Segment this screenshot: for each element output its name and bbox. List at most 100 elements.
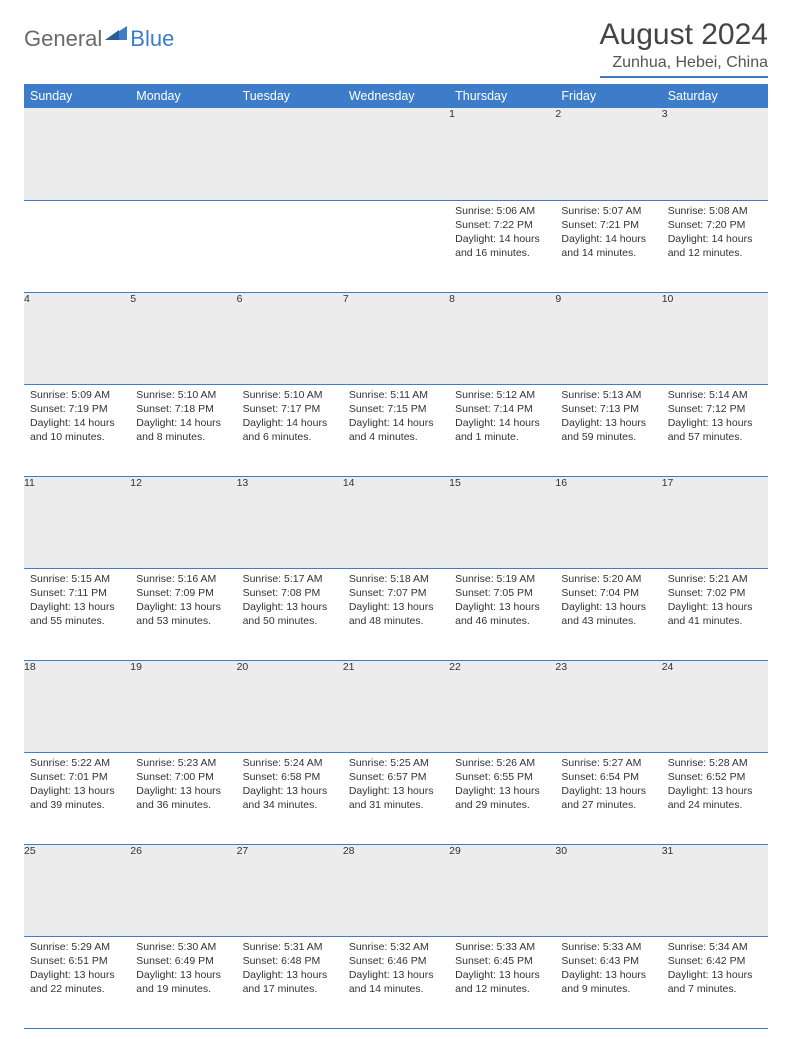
- weekday-wednesday: Wednesday: [343, 84, 449, 108]
- daylight-text: Daylight: 13 hours and 7 minutes.: [668, 968, 762, 996]
- sunset-text: Sunset: 6:46 PM: [349, 954, 443, 968]
- day-number-cell: 29: [449, 844, 555, 936]
- weekday-tuesday: Tuesday: [237, 84, 343, 108]
- sunrise-text: Sunrise: 5:23 AM: [136, 756, 230, 770]
- calendar-body: 123 Sunrise: 5:06 AMSunset: 7:22 PMDayli…: [24, 108, 768, 1028]
- day-number-cell: 16: [555, 476, 661, 568]
- sunrise-text: Sunrise: 5:19 AM: [455, 572, 549, 586]
- sunset-text: Sunset: 7:19 PM: [30, 402, 124, 416]
- day-number-cell: 21: [343, 660, 449, 752]
- sunset-text: Sunset: 7:00 PM: [136, 770, 230, 784]
- day-number-cell: 13: [237, 476, 343, 568]
- title-block: August 2024 Zunhua, Hebei, China: [600, 18, 768, 78]
- daylight-text: Daylight: 13 hours and 41 minutes.: [668, 600, 762, 628]
- day-body-row: Sunrise: 5:06 AMSunset: 7:22 PMDaylight:…: [24, 200, 768, 292]
- day-body-cell: Sunrise: 5:29 AMSunset: 6:51 PMDaylight:…: [24, 936, 130, 1028]
- sunrise-text: Sunrise: 5:20 AM: [561, 572, 655, 586]
- sunset-text: Sunset: 6:45 PM: [455, 954, 549, 968]
- sunset-text: Sunset: 6:54 PM: [561, 770, 655, 784]
- day-number-cell: 8: [449, 292, 555, 384]
- sunrise-text: Sunrise: 5:25 AM: [349, 756, 443, 770]
- day-body-row: Sunrise: 5:15 AMSunset: 7:11 PMDaylight:…: [24, 568, 768, 660]
- sunrise-text: Sunrise: 5:13 AM: [561, 388, 655, 402]
- daylight-text: Daylight: 13 hours and 31 minutes.: [349, 784, 443, 812]
- day-number-row: 11121314151617: [24, 476, 768, 568]
- sunrise-text: Sunrise: 5:24 AM: [243, 756, 337, 770]
- sunset-text: Sunset: 7:04 PM: [561, 586, 655, 600]
- sunset-text: Sunset: 7:14 PM: [455, 402, 549, 416]
- day-number-cell: 10: [662, 292, 768, 384]
- calendar-page: General Blue August 2024 Zunhua, Hebei, …: [0, 0, 792, 1039]
- day-number-cell: 31: [662, 844, 768, 936]
- sunrise-text: Sunrise: 5:29 AM: [30, 940, 124, 954]
- daylight-text: Daylight: 13 hours and 50 minutes.: [243, 600, 337, 628]
- sunrise-text: Sunrise: 5:28 AM: [668, 756, 762, 770]
- sunrise-text: Sunrise: 5:06 AM: [455, 204, 549, 218]
- sunset-text: Sunset: 7:20 PM: [668, 218, 762, 232]
- day-number-cell: 23: [555, 660, 661, 752]
- sunrise-text: Sunrise: 5:16 AM: [136, 572, 230, 586]
- sunrise-text: Sunrise: 5:26 AM: [455, 756, 549, 770]
- day-body-cell: Sunrise: 5:06 AMSunset: 7:22 PMDaylight:…: [449, 200, 555, 292]
- day-number-row: 123: [24, 108, 768, 200]
- sunrise-text: Sunrise: 5:07 AM: [561, 204, 655, 218]
- daylight-text: Daylight: 13 hours and 29 minutes.: [455, 784, 549, 812]
- daylight-text: Daylight: 13 hours and 57 minutes.: [668, 416, 762, 444]
- sunrise-text: Sunrise: 5:10 AM: [136, 388, 230, 402]
- day-body-cell: Sunrise: 5:30 AMSunset: 6:49 PMDaylight:…: [130, 936, 236, 1028]
- day-number-cell: 5: [130, 292, 236, 384]
- day-body-row: Sunrise: 5:09 AMSunset: 7:19 PM Daylight:…: [24, 384, 768, 476]
- daylight-text: Daylight: 14 hours and 6 minutes.: [243, 416, 337, 444]
- sunset-text: Sunset: 6:49 PM: [136, 954, 230, 968]
- day-body-cell: [24, 200, 130, 292]
- logo-text-general: General: [24, 26, 102, 52]
- day-number-cell: 19: [130, 660, 236, 752]
- weekday-saturday: Saturday: [662, 84, 768, 108]
- day-number-cell: 15: [449, 476, 555, 568]
- day-number-row: 45678910: [24, 292, 768, 384]
- day-number-cell: 26: [130, 844, 236, 936]
- sunset-text: Sunset: 7:07 PM: [349, 586, 443, 600]
- sunset-text: Sunset: 6:51 PM: [30, 954, 124, 968]
- day-number-cell: 24: [662, 660, 768, 752]
- sunrise-text: Sunrise: 5:09 AM: [30, 388, 124, 402]
- day-number-cell: [24, 108, 130, 200]
- sunrise-text: Sunrise: 5:21 AM: [668, 572, 762, 586]
- day-body-cell: Sunrise: 5:27 AMSunset: 6:54 PMDaylight:…: [555, 752, 661, 844]
- day-number-cell: 6: [237, 292, 343, 384]
- daylight-text: Daylight: 13 hours and 36 minutes.: [136, 784, 230, 812]
- daylight-text: Daylight: 13 hours and 9 minutes.: [561, 968, 655, 996]
- sunset-text: Sunset: 6:57 PM: [349, 770, 443, 784]
- sunrise-text: Sunrise: 5:30 AM: [136, 940, 230, 954]
- day-number-cell: 25: [24, 844, 130, 936]
- sunset-text: Sunset: 7:11 PM: [30, 586, 124, 600]
- day-number-cell: [130, 108, 236, 200]
- sunrise-text: Sunrise: 5:17 AM: [243, 572, 337, 586]
- day-number-cell: 2: [555, 108, 661, 200]
- day-number-cell: [343, 108, 449, 200]
- day-number-cell: 20: [237, 660, 343, 752]
- daylight-text: Daylight: 13 hours and 39 minutes.: [30, 784, 124, 812]
- sunrise-text: Sunrise: 5:11 AM: [349, 388, 443, 402]
- daylight-text: Daylight: 13 hours and 53 minutes.: [136, 600, 230, 628]
- daylight-text: Daylight: 13 hours and 34 minutes.: [243, 784, 337, 812]
- day-number-cell: 28: [343, 844, 449, 936]
- header: General Blue August 2024 Zunhua, Hebei, …: [24, 18, 768, 78]
- sunset-text: Sunset: 6:48 PM: [243, 954, 337, 968]
- day-body-cell: Sunrise: 5:20 AMSunset: 7:04 PMDaylight:…: [555, 568, 661, 660]
- day-body-row: Sunrise: 5:22 AMSunset: 7:01 PMDaylight:…: [24, 752, 768, 844]
- month-title: August 2024: [600, 18, 768, 52]
- day-number-cell: 11: [24, 476, 130, 568]
- sunset-text: Sunset: 7:12 PM: [668, 402, 762, 416]
- sunrise-text: Sunrise: 5:27 AM: [561, 756, 655, 770]
- day-body-cell: Sunrise: 5:08 AMSunset: 7:20 PMDaylight:…: [662, 200, 768, 292]
- sunrise-text: Sunrise: 5:10 AM: [243, 388, 337, 402]
- day-number-cell: 27: [237, 844, 343, 936]
- daylight-text: Daylight: 13 hours and 19 minutes.: [136, 968, 230, 996]
- calendar-table: Sunday Monday Tuesday Wednesday Thursday…: [24, 84, 768, 1029]
- sunset-text: Sunset: 7:21 PM: [561, 218, 655, 232]
- day-body-cell: Sunrise: 5:16 AMSunset: 7:09 PMDaylight:…: [130, 568, 236, 660]
- day-number-cell: 12: [130, 476, 236, 568]
- day-number-row: 18192021222324: [24, 660, 768, 752]
- day-number-cell: 9: [555, 292, 661, 384]
